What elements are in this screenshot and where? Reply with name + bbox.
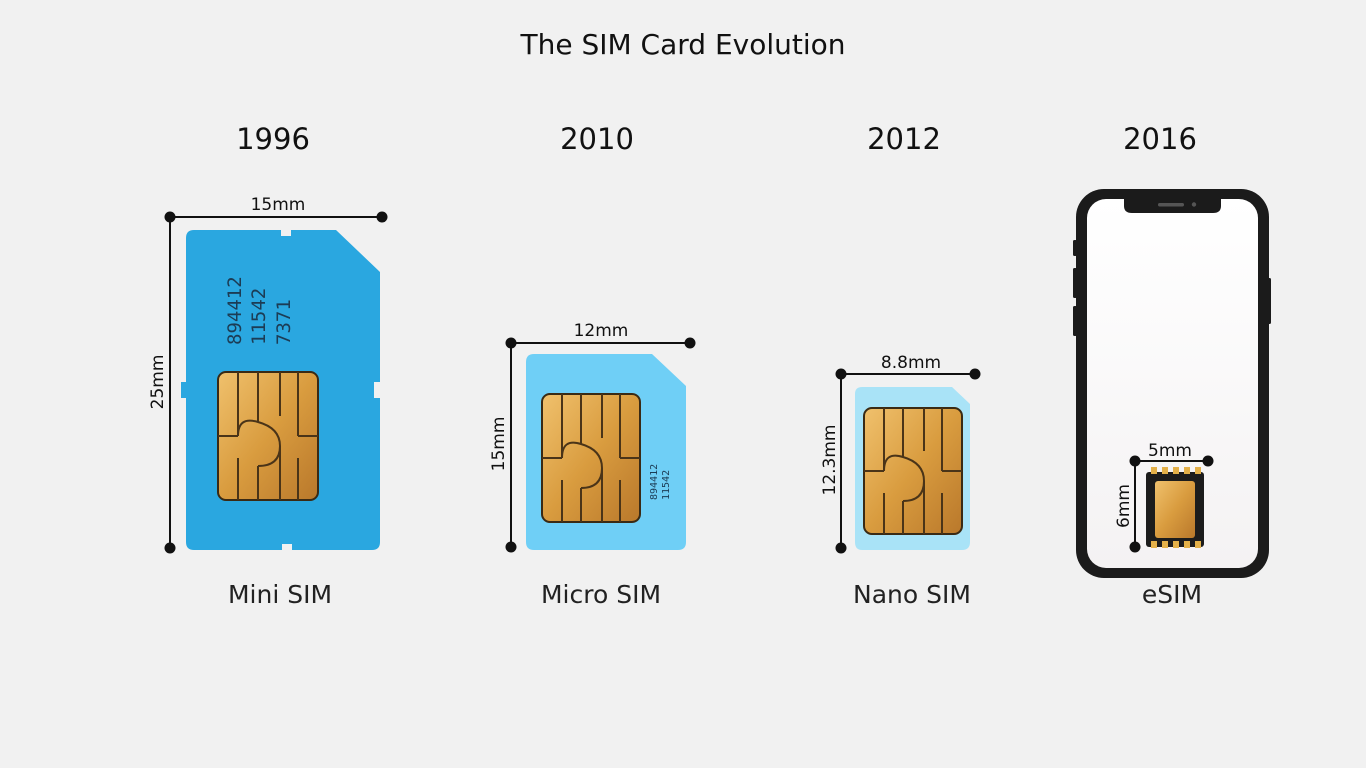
micro-sim-chip [541, 393, 641, 523]
micro-sim-height-label: 15mm [489, 417, 509, 472]
nano-sim-card: 8.8mm 12.3mm [820, 353, 981, 554]
micro-sim-card: 894412 11542 12mm 15mm [489, 321, 696, 553]
label-esim: eSIM [1141, 580, 1203, 609]
mini-sim-serial-2: 11542 [248, 288, 270, 345]
phone-illustration [1073, 189, 1271, 578]
nano-sim-width-label: 8.8mm [881, 353, 941, 373]
year-micro-sim: 2010 [560, 122, 634, 156]
micro-sim-width-label: 12mm [574, 321, 629, 341]
esim-width-label: 5mm [1148, 441, 1192, 461]
nano-sim-chip [863, 407, 963, 535]
mini-sim-width-label: 15mm [251, 195, 306, 215]
esim-dimensions: 5mm 6mm [1114, 441, 1214, 553]
esim-height-label: 6mm [1114, 484, 1134, 528]
mini-sim-chip [217, 371, 319, 501]
page-title: The SIM Card Evolution [520, 28, 846, 61]
micro-sim-serial-1: 894412 [649, 464, 660, 500]
nano-sim-height-label: 12.3mm [820, 425, 840, 496]
year-mini-sim: 1996 [236, 122, 310, 156]
year-esim: 2016 [1123, 122, 1197, 156]
micro-sim-serial-2: 11542 [661, 470, 672, 500]
mini-sim-serial-3: 7371 [273, 299, 295, 345]
mini-sim-serial-1: 894412 [224, 276, 246, 345]
year-nano-sim: 2012 [867, 122, 941, 156]
mini-sim-height-label: 25mm [148, 355, 168, 410]
label-nano-sim: Nano SIM [853, 580, 971, 609]
phone-screen [1087, 199, 1258, 568]
label-mini-sim: Mini SIM [227, 580, 333, 609]
mini-sim-card: 894412 11542 7371 15mm 25mm [148, 195, 388, 554]
label-micro-sim: Micro SIM [540, 580, 662, 609]
esim-chip [1146, 467, 1204, 548]
